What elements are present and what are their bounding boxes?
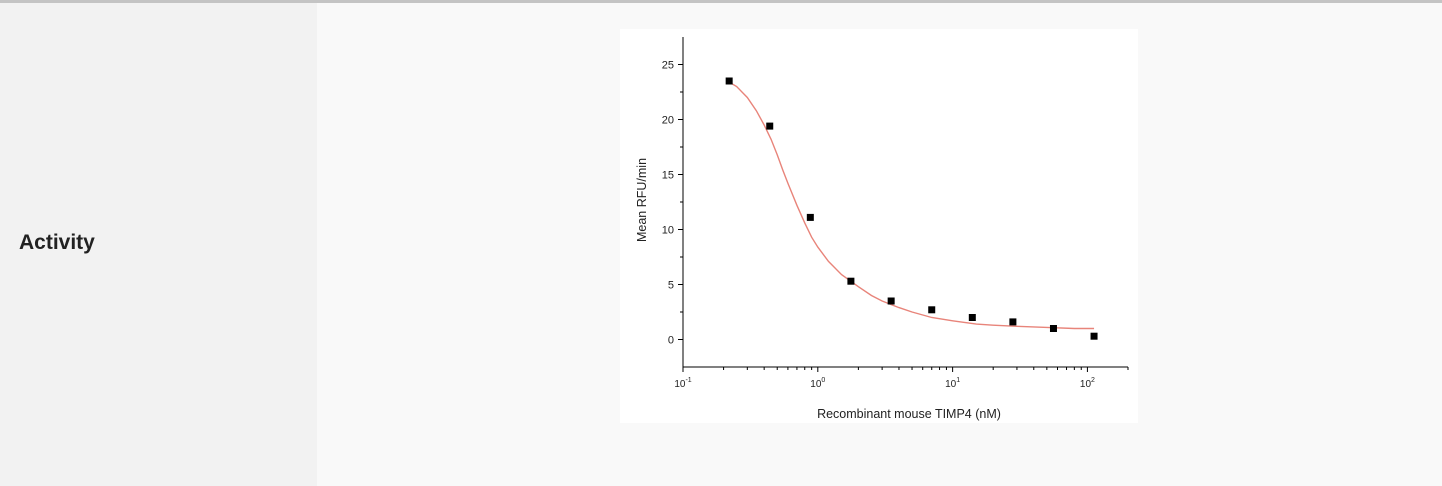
- data-point: [887, 297, 895, 305]
- row-label: Activity: [19, 230, 95, 254]
- x-tick-label: 100: [810, 377, 825, 390]
- data-point: [1090, 332, 1098, 340]
- data-points-layer: [725, 77, 1098, 340]
- data-point: [928, 306, 936, 314]
- y-tick-label: 10: [662, 225, 674, 237]
- row-value-cell: 0 5 10 15 20 25 10-1 100 101 102 Recombinant mous…: [317, 3, 1442, 486]
- data-point: [1009, 318, 1017, 326]
- data-point: [968, 314, 976, 321]
- data-point: [766, 122, 774, 130]
- x-tick-label: 102: [1080, 377, 1095, 390]
- y-tick-label: 15: [662, 170, 674, 182]
- chart-axes: 0 5 10 15 20 25 10-1 100 101 102: [662, 37, 1129, 390]
- x-axis-label: Recombinant mouse TIMP4 (nM): [817, 407, 1001, 421]
- x-tick-label: 101: [945, 377, 960, 390]
- x-tick-label: 10-1: [674, 377, 691, 390]
- y-tick-label: 20: [662, 115, 674, 127]
- data-point: [725, 77, 733, 85]
- data-point: [1049, 325, 1057, 332]
- chart-image: 0 5 10 15 20 25 10-1 100 101 102 Recombinant mous…: [620, 29, 1138, 423]
- row-label-cell: Activity: [0, 3, 317, 486]
- y-axis-label: Mean RFU/min: [635, 158, 649, 242]
- fit-curve: [728, 81, 1095, 330]
- data-point: [806, 213, 814, 221]
- table-top-border: [0, 0, 1442, 3]
- y-tick-label: 25: [662, 60, 674, 72]
- y-tick-label: 0: [668, 335, 674, 347]
- fit-curve-layer: [728, 81, 1095, 330]
- y-tick-label: 5: [668, 280, 674, 292]
- data-point: [847, 277, 855, 285]
- activity-chart: 0 5 10 15 20 25 10-1 100 101 102 Recombinant mous…: [635, 37, 1129, 421]
- table-row: Activity 0 5 10 15 20 25 10-1 100 101 102 Recombi…: [0, 3, 1442, 486]
